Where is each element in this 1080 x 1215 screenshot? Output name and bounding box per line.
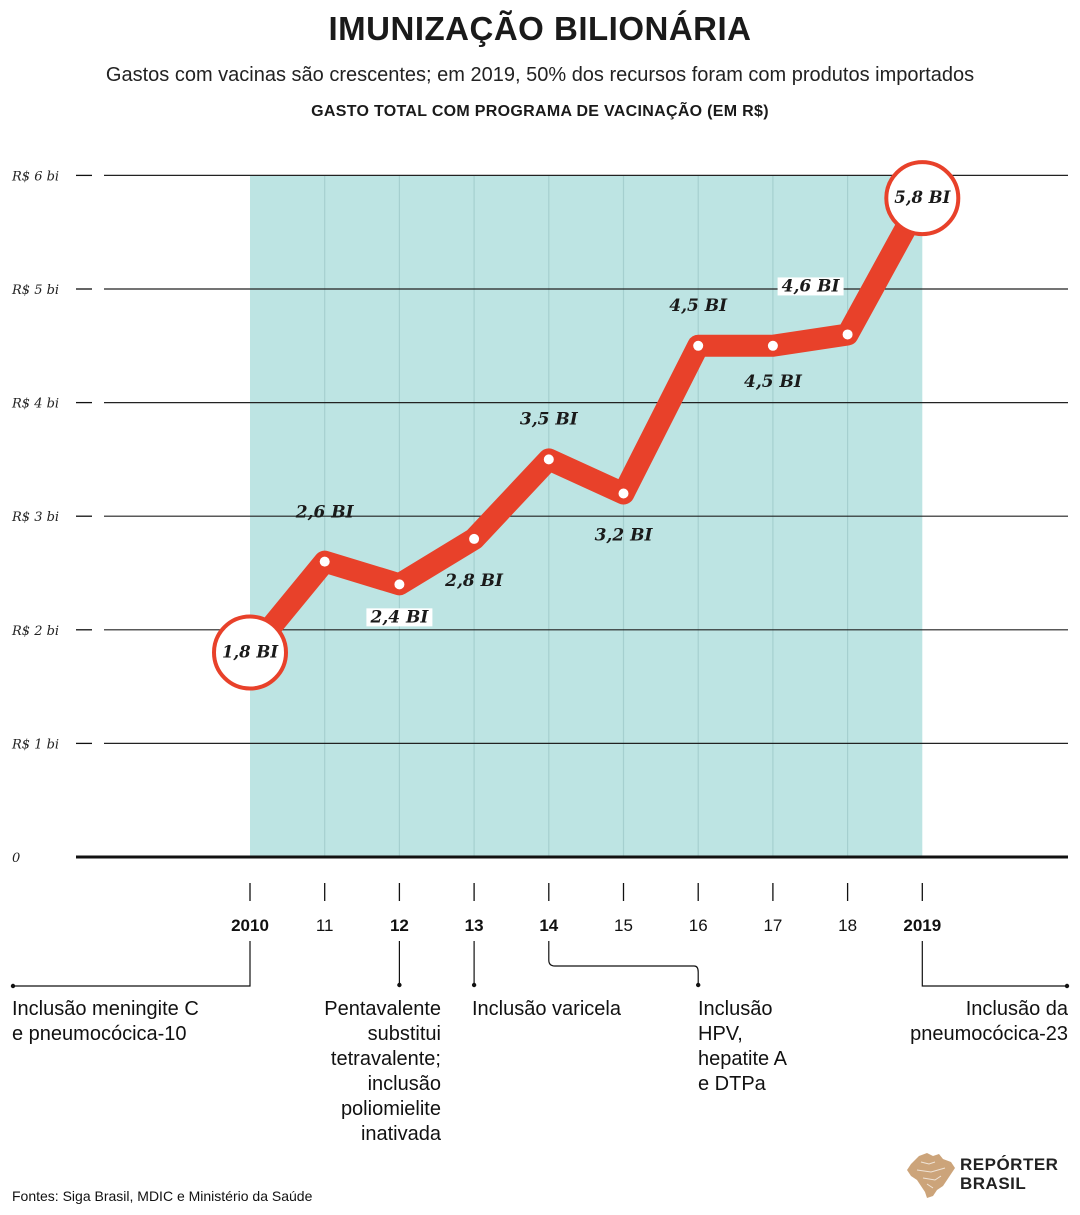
- data-label: 2,4 BI: [369, 607, 429, 627]
- label-knockout: [366, 608, 433, 627]
- y-tick-label: R$ 5 bi: [11, 283, 59, 298]
- event-14: Inclusão HPV, hepatite A e DTPa: [698, 998, 787, 1095]
- x-tick-label: 15: [614, 916, 633, 935]
- x-tick-label: 2019: [903, 916, 941, 935]
- y-tick-label: R$ 4 bi: [11, 397, 59, 412]
- data-labels: 1,8 BI 2,6 BI 2,4 BI 2,8 BI 3,5 BI 3,2 BI 4,5 …: [222, 188, 952, 661]
- data-label: 3,2 BI: [595, 525, 654, 545]
- y-axis-labels: 0 R$ 1 bi R$ 2 bi R$ 3 bi R$ 4 bi R$ 5 bi R$ 6…: [11, 169, 59, 866]
- data-label: 5,8 BI: [894, 188, 951, 207]
- series-line-path: [239, 187, 934, 664]
- data-point: [469, 533, 480, 544]
- chart-subtitle: Gastos com vacinas são crescentes; em 20…: [105, 64, 975, 86]
- highlight-point: [212, 614, 288, 691]
- x-tick-label: 18: [838, 916, 857, 935]
- event-13: Inclusão varicela: [472, 998, 621, 1020]
- connector-2010: [13, 941, 251, 987]
- logo-line-1: REPÓRTER: [960, 1155, 1059, 1174]
- x-tick-label: 17: [763, 916, 782, 935]
- brazil-map-icon: [907, 1153, 955, 1198]
- connector-dot: [1064, 983, 1070, 989]
- data-point: [842, 329, 853, 340]
- data-points: [212, 160, 961, 691]
- x-axis: 2010 11 12 13 14 15 16 17 18 2019: [231, 883, 941, 935]
- data-label: 4,5 BI: [744, 372, 803, 392]
- line-chart: 0 R$ 1 bi R$ 2 bi R$ 3 bi R$ 4 bi R$ 5 bi R$ 6…: [10, 160, 1070, 989]
- data-point: [693, 340, 704, 351]
- y-tick-label: R$ 3 bi: [11, 510, 59, 525]
- x-tick-label: 12: [390, 916, 409, 935]
- data-point: [618, 488, 629, 499]
- data-point: [543, 454, 554, 465]
- data-label: 2,8 BI: [444, 571, 504, 591]
- y-tick-label: R$ 1 bi: [11, 737, 59, 752]
- connector-dot: [10, 983, 16, 989]
- x-tick-label: 2010: [231, 916, 269, 935]
- data-label: 3,5 BI: [520, 409, 579, 429]
- logo-line-2: BRASIL: [960, 1174, 1027, 1193]
- data-label: 1,8 BI: [222, 643, 279, 662]
- label-knockout: [777, 277, 844, 296]
- x-tick-label: 11: [316, 916, 334, 935]
- y-tick-label: R$ 2 bi: [11, 624, 59, 639]
- y-tick-label: R$ 6 bi: [11, 169, 59, 184]
- highlight-point: [884, 160, 961, 237]
- data-label: 4,5 BI: [669, 296, 728, 316]
- source-note: Fontes: Siga Brasil, MDIC e Ministério d…: [12, 1188, 313, 1204]
- event-2019: Inclusão da pneumocócica-23: [910, 998, 1068, 1045]
- chart-heading: GASTO TOTAL COM PROGRAMA DE VACINAÇÃO (E…: [311, 103, 769, 120]
- y-tick-label: 0: [12, 851, 20, 866]
- connector-2019: [921, 941, 1067, 987]
- event-2010: Inclusão meningite C e pneumocócica-10: [12, 998, 199, 1045]
- chart-title: IMUNIZAÇÃO BILIONÁRIA: [328, 10, 752, 47]
- data-point: [319, 556, 330, 567]
- x-tick-label: 13: [465, 916, 484, 935]
- reporter-brasil-logo: REPÓRTER BRASIL: [905, 1150, 1070, 1200]
- connector-14: [548, 941, 699, 985]
- data-label: 2,6 BI: [295, 503, 355, 523]
- series-line: [239, 187, 934, 664]
- x-tick-label: 16: [689, 916, 708, 935]
- connector-dot: [471, 982, 477, 988]
- data-label: 4,6 BI: [782, 276, 841, 296]
- event-12: Pentavalente substitui tetravalente; inc…: [324, 998, 441, 1145]
- data-point: [394, 579, 405, 590]
- connector-dot: [696, 982, 701, 988]
- x-tick-label: 14: [539, 916, 558, 935]
- data-point: [767, 340, 778, 351]
- connector-dot: [397, 982, 402, 988]
- event-connectors: [10, 941, 1070, 989]
